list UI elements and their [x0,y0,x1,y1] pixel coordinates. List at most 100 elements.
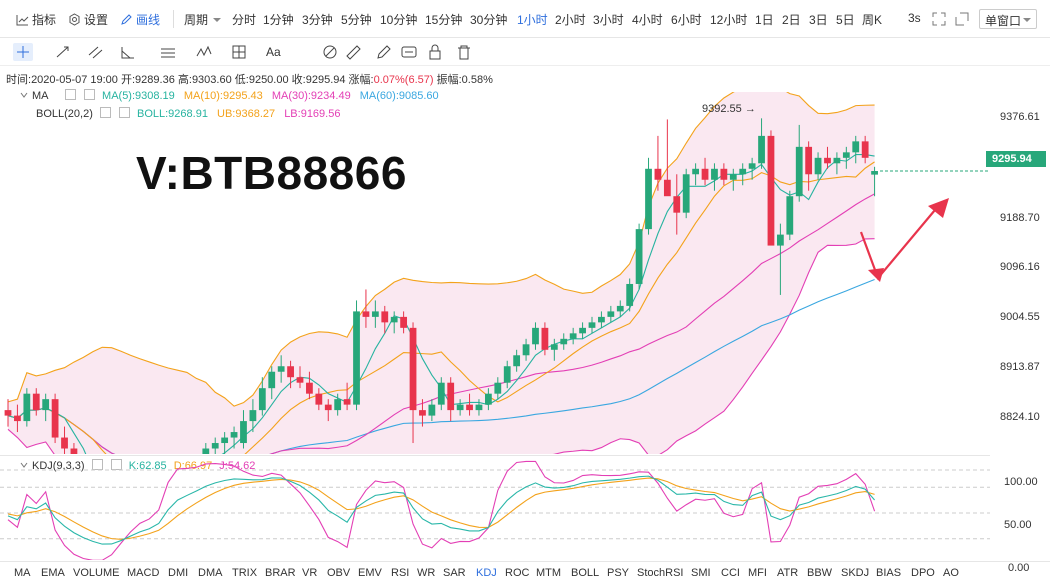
visibility-tool-icon[interactable] [399,43,419,61]
period-item[interactable]: 15分钟 [425,13,463,27]
ma60-value: MA(60):9085.60 [359,90,439,102]
ray-tool-icon[interactable] [53,43,73,61]
period-item[interactable]: 10分钟 [380,13,418,27]
period-item[interactable]: 1分钟 [263,13,294,27]
text-tool-icon[interactable]: Aa [266,45,281,59]
candle-body [51,399,59,438]
period-item[interactable]: 4小时 [632,13,663,27]
candlestick-chart[interactable] [0,92,990,454]
period-item[interactable]: 6小时 [671,13,702,27]
candle-body [626,283,634,306]
indicator-tab-vr[interactable]: VR [302,567,318,579]
candle-body [635,229,643,284]
horizontal-line-tool-icon[interactable] [158,43,178,61]
caret-down-icon [213,18,222,22]
candle-body [343,399,351,405]
indicator-tab-mfi[interactable]: MFI [748,567,767,579]
candle-body [871,171,878,175]
pencil-tool-icon[interactable] [375,43,395,61]
period-item[interactable]: 3小时 [593,13,624,27]
indicator-tab-boll[interactable]: BOLL [571,567,600,579]
indicator-tab-macd[interactable]: MACD [127,567,160,579]
indicator-tab-brar[interactable]: BRAR [265,567,296,579]
indicator-tab-rsi[interactable]: RSI [391,567,410,579]
price-tick: 9188.70 [1000,212,1040,224]
indicator-tab-dmi[interactable]: DMI [168,567,189,579]
fullscreen-icon[interactable] [932,12,946,26]
wave-tool-icon[interactable] [195,43,215,61]
kdj-close-icon[interactable] [110,459,122,470]
candle-body [419,410,426,416]
indicator-tab-bias[interactable]: BIAS [876,567,902,579]
candle-body [682,174,690,213]
indicator-tab-sar[interactable]: SAR [443,567,466,579]
link-tool-icon[interactable] [320,43,340,61]
period-item[interactable]: 周K [862,13,883,27]
candle-body [532,327,539,345]
draw-button[interactable]: 画线 [120,11,160,28]
ma-settings-icon[interactable] [64,89,76,100]
settings-button[interactable]: 设置 [68,11,108,28]
kdj-chart[interactable] [0,456,990,560]
indicator-tab-ema[interactable]: EMA [41,567,65,579]
indicator-tab-wr[interactable]: WR [417,567,436,579]
period-item[interactable]: 分时 [232,13,257,27]
ma-close-icon[interactable] [83,89,95,100]
kdj-settings-icon[interactable] [91,459,103,470]
trend-arrow-head [868,268,884,282]
indicator-tab-smi[interactable]: SMI [691,567,711,579]
indicator-tab-mtm[interactable]: MTM [536,567,562,579]
period-dropdown[interactable]: 周期 [184,11,222,28]
trash-icon[interactable] [454,43,474,61]
window-mode-select[interactable]: 单窗口 [979,9,1037,29]
period-item[interactable]: 1日 [755,13,774,27]
boll-close-icon[interactable] [118,107,130,118]
boll-settings-icon[interactable] [99,107,111,118]
amplitude-value: 0.58% [461,74,493,86]
indicator-tab-atr[interactable]: ATR [777,567,799,579]
indicator-button[interactable]: 指标 [16,11,56,28]
period-item[interactable]: 5日 [836,13,855,27]
period-item[interactable]: 5分钟 [341,13,372,27]
indicator-tab-cci[interactable]: CCI [721,567,740,579]
indicator-tab-obv[interactable]: OBV [327,567,351,579]
rect-tool-icon[interactable] [230,43,250,61]
collapse-chevron-icon[interactable] [20,91,28,99]
kdj-tick: 100.00 [1004,476,1038,488]
indicator-tab-ao[interactable]: AO [943,567,959,579]
kdj-panel [0,455,990,562]
indicator-tab-bbw[interactable]: BBW [807,567,833,579]
boll-upper-line [7,92,875,407]
period-item-active[interactable]: 1小时 [517,13,548,27]
period-item[interactable]: 30分钟 [470,13,508,27]
crosshair-tool-icon[interactable] [13,43,33,61]
indicator-tab-skdj[interactable]: SKDJ [841,567,870,579]
period-item[interactable]: 2日 [782,13,801,27]
angle-tool-icon[interactable] [118,43,138,61]
change-label: 涨幅: [348,74,374,86]
indicator-tab-ma[interactable]: MA [14,567,31,579]
indicator-tab-kdj[interactable]: KDJ [476,567,497,579]
popout-icon[interactable] [955,12,969,26]
period-item[interactable]: 3日 [809,13,828,27]
parallel-line-tool-icon[interactable] [86,43,106,61]
indicator-tab-emv[interactable]: EMV [358,567,382,579]
indicator-tab-trix[interactable]: TRIX [232,567,258,579]
candle-body [42,399,50,411]
refresh-interval[interactable]: 3s [908,11,921,25]
period-item[interactable]: 12小时 [710,13,748,27]
indicator-tab-roc[interactable]: ROC [505,567,530,579]
period-item[interactable]: 3分钟 [302,13,333,27]
collapse-chevron-icon[interactable] [20,461,28,469]
indicator-tab-dma[interactable]: DMA [198,567,223,579]
indicator-tab-volume[interactable]: VOLUME [73,567,120,579]
indicator-tab-stochrsi[interactable]: StochRSI [637,567,684,579]
indicator-tab-dpo[interactable]: DPO [911,567,935,579]
candle-body [61,437,68,449]
kdj-legend: KDJ(9,3,3) K:62.85 D:66.97 J:54.62 [20,459,255,472]
lock-tool-icon[interactable] [425,43,445,61]
period-item[interactable]: 2小时 [555,13,586,27]
price-tick: 9096.16 [1000,261,1040,273]
indicator-tab-psy[interactable]: PSY [607,567,630,579]
ruler-tool-icon[interactable] [344,43,364,61]
